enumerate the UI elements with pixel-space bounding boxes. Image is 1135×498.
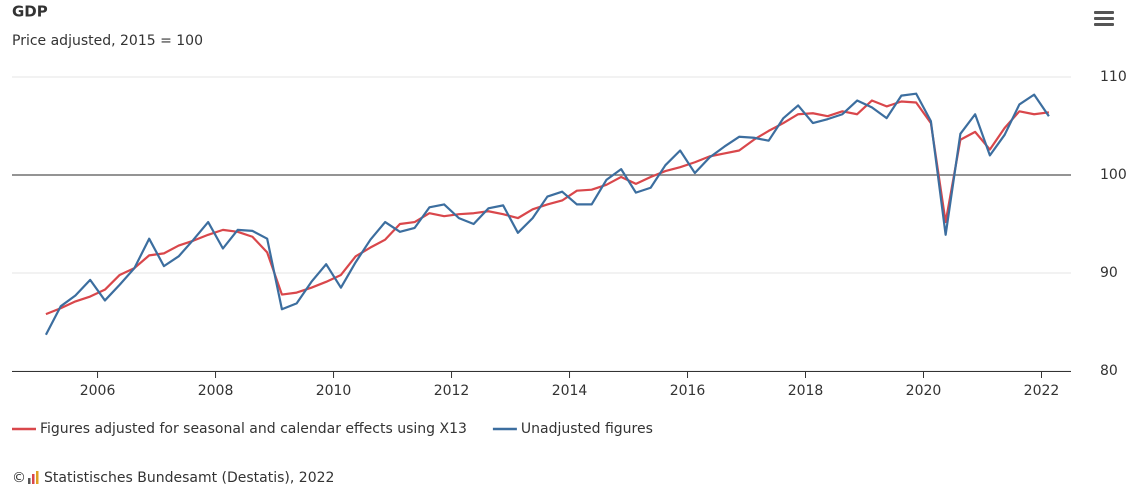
y-tick-label: 100 [1100, 167, 1127, 183]
data-line [44, 92, 1050, 336]
legend-label: Unadjusted figures [521, 421, 653, 437]
menu-bar[interactable] [1094, 17, 1114, 20]
y-tick-label: 110 [1100, 69, 1127, 85]
menu-button[interactable] [1092, 8, 1116, 30]
data-line [45, 99, 1050, 316]
legend-label: Figures adjusted for seasonal and calend… [40, 421, 467, 437]
copyright: © [12, 470, 26, 486]
x-tick-label: 2010 [316, 383, 352, 399]
x-tick-label: 2022 [1024, 383, 1060, 399]
icon-bar [28, 478, 31, 484]
destatis-icon [28, 471, 39, 484]
menu-bar[interactable] [1094, 23, 1114, 26]
x-tick-label: 2006 [80, 383, 116, 399]
icon-bar [36, 471, 39, 484]
x-tick-label: 2014 [552, 383, 588, 399]
x-tick-label: 2008 [198, 383, 234, 399]
y-tick-label: 90 [1100, 265, 1118, 281]
chart-subtitle: Price adjusted, 2015 = 100 [12, 33, 203, 49]
x-tick-label: 2016 [670, 383, 706, 399]
icon-bar [32, 474, 35, 484]
x-tick-label: 2020 [906, 383, 942, 399]
chart-title: GDP [12, 3, 48, 21]
y-tick-label: 80 [1100, 363, 1118, 379]
source: Statistisches Bundesamt (Destatis), 2022 [44, 470, 334, 486]
x-tick-label: 2012 [434, 383, 470, 399]
menu-bar[interactable] [1094, 11, 1114, 14]
x-tick-label: 2018 [788, 383, 824, 399]
